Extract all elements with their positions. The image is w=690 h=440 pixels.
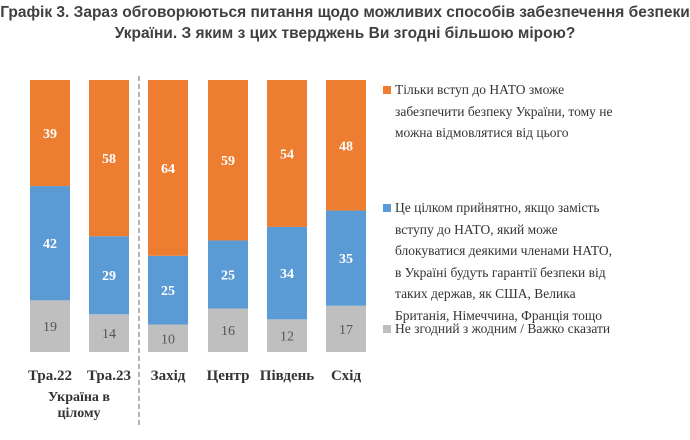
- chart-title: Графік 3. Зараз обговорюються питання що…: [0, 2, 690, 44]
- data-label: 14: [102, 327, 116, 342]
- legend-line: в Україні будуть гарантії безпеки від: [395, 264, 606, 280]
- data-label: 58: [102, 152, 116, 167]
- legend-line: Тільки вступ до НАТО зможе: [395, 82, 565, 97]
- bar-nato-only-4: [208, 80, 248, 241]
- category-label: Схід: [331, 368, 362, 384]
- group-label: Україна в: [48, 390, 110, 405]
- category-label: Захід: [151, 368, 186, 384]
- data-label: 39: [43, 127, 57, 142]
- bar-nato-only-6: [326, 80, 366, 211]
- bar-guarantees-3: [148, 255, 188, 325]
- legend-line: вступу до НАТО, який може: [395, 221, 558, 237]
- bar-nato-only-5: [267, 80, 307, 227]
- data-label: 42: [43, 237, 57, 252]
- category-label: Південь: [260, 368, 314, 384]
- data-label: 25: [221, 268, 235, 283]
- legend-line: Не згодний з жодним / Важко сказати: [395, 321, 611, 336]
- legend-line: таких держав, як США, Велика: [395, 286, 576, 301]
- data-label: 35: [339, 252, 353, 267]
- bar-guarantees-4: [208, 240, 248, 309]
- data-label: 19: [43, 320, 57, 335]
- legend-line: забезпечити безпеку України, тому не: [395, 103, 613, 119]
- data-label: 48: [339, 139, 353, 154]
- category-label: Тра.23: [87, 368, 131, 384]
- bar-none-2: [89, 314, 129, 352]
- bar-guarantees-6: [326, 210, 366, 306]
- legend-line: блокуватися деякими членами НАТО,: [395, 243, 613, 258]
- data-label: 29: [102, 269, 116, 284]
- legend-item-guarantees: Це цілком прийнятно, якщо замість вступу…: [383, 197, 683, 326]
- data-label: 10: [161, 332, 175, 347]
- bar-guarantees-5: [267, 226, 307, 320]
- legend-text-guarantees: Це цілком прийнятно, якщо замість вступу…: [395, 197, 683, 326]
- bar-guarantees-2: [89, 236, 129, 315]
- legend-line: можна відмовлятися від цього: [395, 125, 569, 140]
- bar-nato-only-2: [89, 80, 129, 237]
- legend-line: Це цілком прийнятно, якщо замість: [395, 200, 600, 215]
- data-label: 17: [339, 323, 353, 338]
- legend-swatch-gray: [383, 325, 391, 333]
- bar-none-6: [326, 305, 366, 352]
- legend-item-nato-only: Тільки вступ до НАТО зможе забезпечити б…: [383, 79, 683, 144]
- bar-none-1: [30, 300, 70, 352]
- data-label: 16: [221, 324, 235, 339]
- bar-none-3: [148, 324, 188, 352]
- data-label: 34: [280, 267, 294, 282]
- chart-title-line-2: України. З яким з цих тверджень Ви згодн…: [114, 25, 576, 42]
- group-label: цілому: [57, 406, 100, 421]
- category-label: Тра.22: [28, 368, 72, 384]
- legend-text-none: Не згодний з жодним / Важко сказати: [395, 318, 683, 340]
- legend-swatch-orange: [383, 86, 391, 94]
- category-label: Центр: [207, 368, 250, 384]
- bar-nato-only-1: [30, 80, 70, 187]
- legend-line: Британія, Німеччина, Франція тощо: [395, 307, 602, 323]
- bar-none-4: [208, 308, 248, 352]
- bar-none-5: [267, 319, 307, 352]
- data-label: 12: [280, 330, 294, 345]
- legend-swatch-blue: [383, 204, 391, 212]
- legend-item-none: Не згодний з жодним / Важко сказати: [383, 318, 683, 340]
- bar-guarantees-1: [30, 186, 70, 301]
- data-label: 25: [161, 284, 175, 299]
- chart-title-line-1: Графік 3. Зараз обговорюються питання що…: [0, 4, 690, 21]
- legend-text-nato-only: Тільки вступ до НАТО зможе забезпечити б…: [395, 79, 683, 144]
- data-label: 59: [221, 154, 235, 169]
- data-label: 54: [280, 147, 294, 162]
- bar-nato-only-3: [148, 80, 188, 256]
- data-label: 64: [161, 162, 175, 177]
